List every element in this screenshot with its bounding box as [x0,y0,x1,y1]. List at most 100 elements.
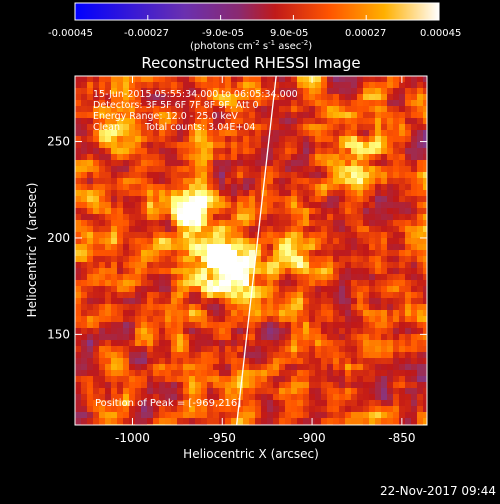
heatmap-cell [141,334,148,341]
heatmap-cell [75,268,82,275]
heatmap-cell [177,208,184,215]
heatmap-cell [315,400,322,407]
heatmap-cell [309,184,316,191]
heatmap-cell [129,412,136,419]
heatmap-cell [411,142,418,149]
heatmap-cell [201,178,208,185]
heatmap-cell [93,202,100,209]
heatmap-cell [225,184,232,191]
heatmap-cell [207,94,214,101]
heatmap-cell [351,202,358,209]
heatmap-cell [129,262,136,269]
heatmap-cell [297,322,304,329]
heatmap-cell [285,352,292,359]
heatmap-cell [225,112,232,119]
heatmap-cell [213,88,220,95]
heatmap-cell [237,400,244,407]
heatmap-cell [183,82,190,89]
heatmap-cell [273,328,280,335]
heatmap-cell [303,208,310,215]
heatmap-cell [189,82,196,89]
heatmap-cell [375,388,382,395]
heatmap-cell [411,130,418,137]
heatmap-cell [75,382,82,389]
heatmap-cell [399,364,406,371]
heatmap-cell [183,196,190,203]
heatmap-cell [243,148,250,155]
heatmap-cell [87,250,94,257]
heatmap-cell [231,154,238,161]
heatmap-cell [267,286,274,293]
heatmap-cell [321,160,328,167]
heatmap-cell [381,388,388,395]
heatmap-cell [357,82,364,89]
heatmap-cell [369,406,376,413]
heatmap-cell [201,130,208,137]
heatmap-cell [159,370,166,377]
heatmap-cell [309,82,316,89]
heatmap-cell [357,136,364,143]
heatmap-cell [261,316,268,323]
heatmap-cell [189,268,196,275]
heatmap-cell [81,208,88,215]
heatmap-cell [195,112,202,119]
heatmap-cell [261,412,268,419]
heatmap-cell [345,82,352,89]
heatmap-cell [207,100,214,107]
heatmap-cell [249,202,256,209]
heatmap-cell [135,214,142,221]
heatmap-cell [369,196,376,203]
heatmap-cell [243,364,250,371]
heatmap-cell [363,370,370,377]
y-tick-label: 250 [47,135,70,149]
heatmap-cell [237,310,244,317]
heatmap-cell [75,274,82,281]
heatmap-cell [111,232,118,239]
heatmap-cell [147,316,154,323]
heatmap-cell [153,418,160,425]
heatmap-cell [369,154,376,161]
heatmap-cell [75,244,82,251]
heatmap-cell [399,298,406,305]
heatmap-cell [399,130,406,137]
heatmap-cell [177,196,184,203]
heatmap-cell [399,304,406,311]
heatmap-cell [111,364,118,371]
heatmap-cell [327,166,334,173]
heatmap-cell [375,340,382,347]
heatmap-cell [369,214,376,221]
heatmap-cell [321,310,328,317]
heatmap-cell [165,322,172,329]
heatmap-cell [405,400,412,407]
heatmap-cell [75,328,82,335]
heatmap-cell [243,196,250,203]
heatmap-cell [315,226,322,233]
heatmap-cell [285,334,292,341]
heatmap-cell [117,124,124,131]
heatmap-cell [423,112,427,119]
heatmap-cell [123,208,130,215]
heatmap-cell [171,214,178,221]
heatmap-cell [183,412,190,419]
heatmap-cell [399,376,406,383]
heatmap-cell [87,328,94,335]
heatmap-cell [339,118,346,125]
heatmap-cell [363,178,370,185]
heatmap-cell [273,406,280,413]
heatmap-cell [297,286,304,293]
heatmap-cell [243,76,250,83]
heatmap-cell [147,268,154,275]
heatmap-cell [381,148,388,155]
heatmap-cell [285,220,292,227]
heatmap-cell [303,112,310,119]
heatmap-cell [255,160,262,167]
heatmap-cell [315,280,322,287]
heatmap-cell [381,226,388,233]
heatmap-cell [123,238,130,245]
heatmap-cell [165,190,172,197]
heatmap-cell [243,352,250,359]
heatmap-cell [243,106,250,113]
heatmap-cell [171,178,178,185]
heatmap-cell [351,220,358,227]
